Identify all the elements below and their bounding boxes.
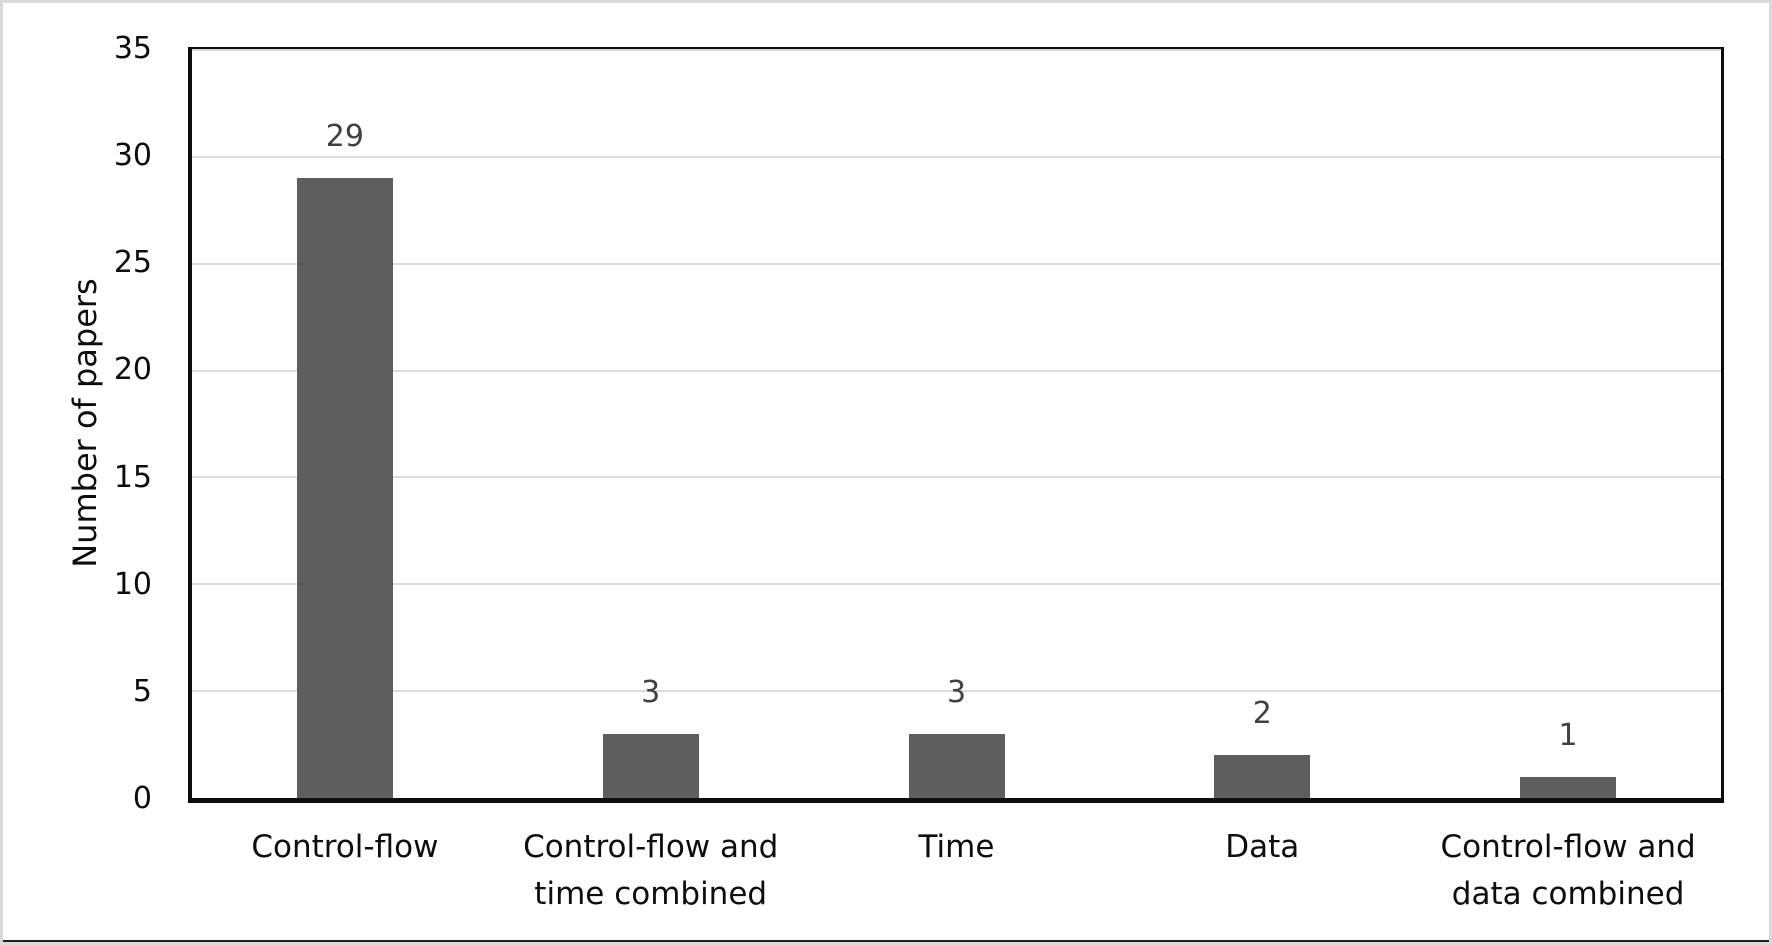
gridline bbox=[192, 369, 1721, 372]
x-category-label: Control-flow and time combined bbox=[523, 829, 779, 912]
bar-value-label: 29 bbox=[325, 119, 364, 155]
gridline bbox=[192, 476, 1721, 479]
bar-value-label: 2 bbox=[1252, 696, 1272, 732]
bar bbox=[908, 733, 1005, 798]
gridline bbox=[192, 262, 1721, 265]
bar bbox=[1520, 776, 1617, 798]
bar bbox=[602, 733, 699, 798]
gridline bbox=[192, 583, 1721, 586]
x-category-label: Data bbox=[1225, 829, 1300, 865]
x-category-label: Control-flow and data combined bbox=[1440, 829, 1696, 912]
plot-area: 29 3 3 2 1 bbox=[188, 47, 1724, 803]
y-tick-label: 0 bbox=[132, 781, 152, 816]
bar bbox=[1214, 755, 1311, 798]
x-category-label: Control-flow bbox=[251, 829, 439, 865]
y-tick-label: 25 bbox=[113, 245, 152, 281]
y-tick-label: 5 bbox=[132, 673, 152, 709]
x-category-label: Time bbox=[918, 829, 995, 865]
gridline bbox=[192, 155, 1721, 158]
y-tick-label: 20 bbox=[113, 352, 152, 388]
bar-value-label: 3 bbox=[641, 674, 661, 710]
bar bbox=[296, 178, 393, 798]
bar-value-label: 1 bbox=[1558, 717, 1578, 753]
bar-value-label: 3 bbox=[946, 674, 967, 710]
y-tick-label: 35 bbox=[113, 31, 152, 66]
gridline bbox=[192, 49, 1721, 51]
y-tick-label: 10 bbox=[113, 566, 152, 602]
y-tick-label: 15 bbox=[113, 459, 152, 495]
gridline bbox=[192, 690, 1721, 693]
y-tick-label: 30 bbox=[113, 138, 152, 174]
